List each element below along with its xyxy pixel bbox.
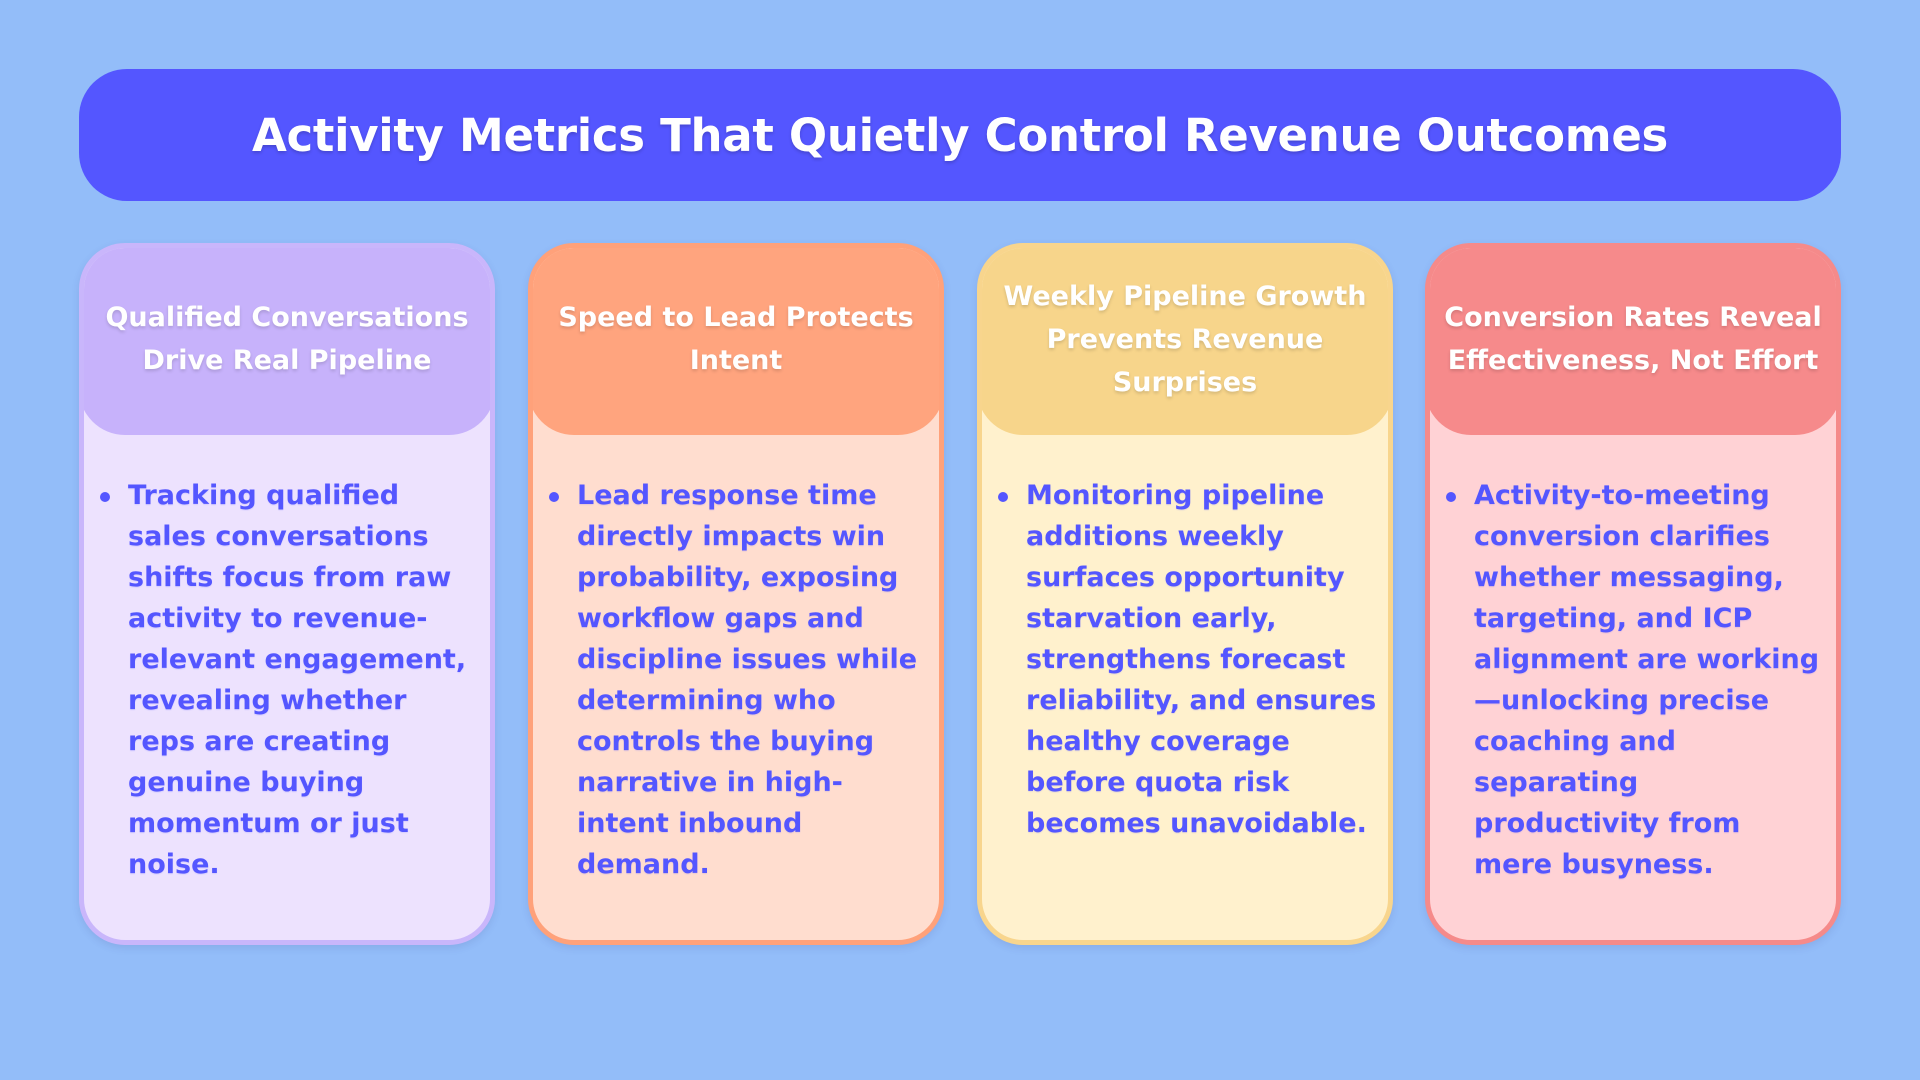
card-body-text: Monitoring pipeline additions weekly sur… — [1026, 480, 1377, 839]
card-heading: Weekly Pipeline Growth Prevents Revenue … — [1003, 280, 1367, 398]
card-body-text: Activity-to-meeting conversion clarifies… — [1474, 480, 1820, 880]
card-heading: Qualified Conversations Drive Real Pipel… — [105, 302, 469, 376]
bullet-icon — [1446, 492, 1456, 502]
metric-card-conversion-rates: Conversion Rates Reveal Effectiveness, N… — [1425, 243, 1841, 945]
card-heading: Speed to Lead Protects Intent — [558, 302, 914, 376]
card-body: Monitoring pipeline additions weekly sur… — [996, 475, 1378, 844]
card-body: Tracking qualified sales conversations s… — [98, 475, 480, 885]
title-banner: Activity Metrics That Quietly Control Re… — [79, 69, 1841, 201]
card-header: Weekly Pipeline Growth Prevents Revenue … — [982, 248, 1388, 435]
page-title: Activity Metrics That Quietly Control Re… — [251, 108, 1669, 162]
card-body-text: Lead response time directly impacts win … — [577, 480, 918, 880]
card-header: Conversion Rates Reveal Effectiveness, N… — [1430, 248, 1836, 435]
bullet-icon — [998, 492, 1008, 502]
card-heading: Conversion Rates Reveal Effectiveness, N… — [1444, 302, 1822, 376]
metric-card-qualified-conversations: Qualified Conversations Drive Real Pipel… — [79, 243, 495, 945]
metric-card-weekly-pipeline-growth: Weekly Pipeline Growth Prevents Revenue … — [977, 243, 1393, 945]
card-body-text: Tracking qualified sales conversations s… — [128, 480, 467, 880]
metric-card-speed-to-lead: Speed to Lead Protects Intent Lead respo… — [528, 243, 944, 945]
card-header: Speed to Lead Protects Intent — [533, 248, 939, 435]
card-body: Activity-to-meeting conversion clarifies… — [1444, 475, 1826, 885]
bullet-icon — [100, 492, 110, 502]
card-header: Qualified Conversations Drive Real Pipel… — [84, 248, 490, 435]
card-body: Lead response time directly impacts win … — [547, 475, 929, 885]
bullet-icon — [549, 492, 559, 502]
